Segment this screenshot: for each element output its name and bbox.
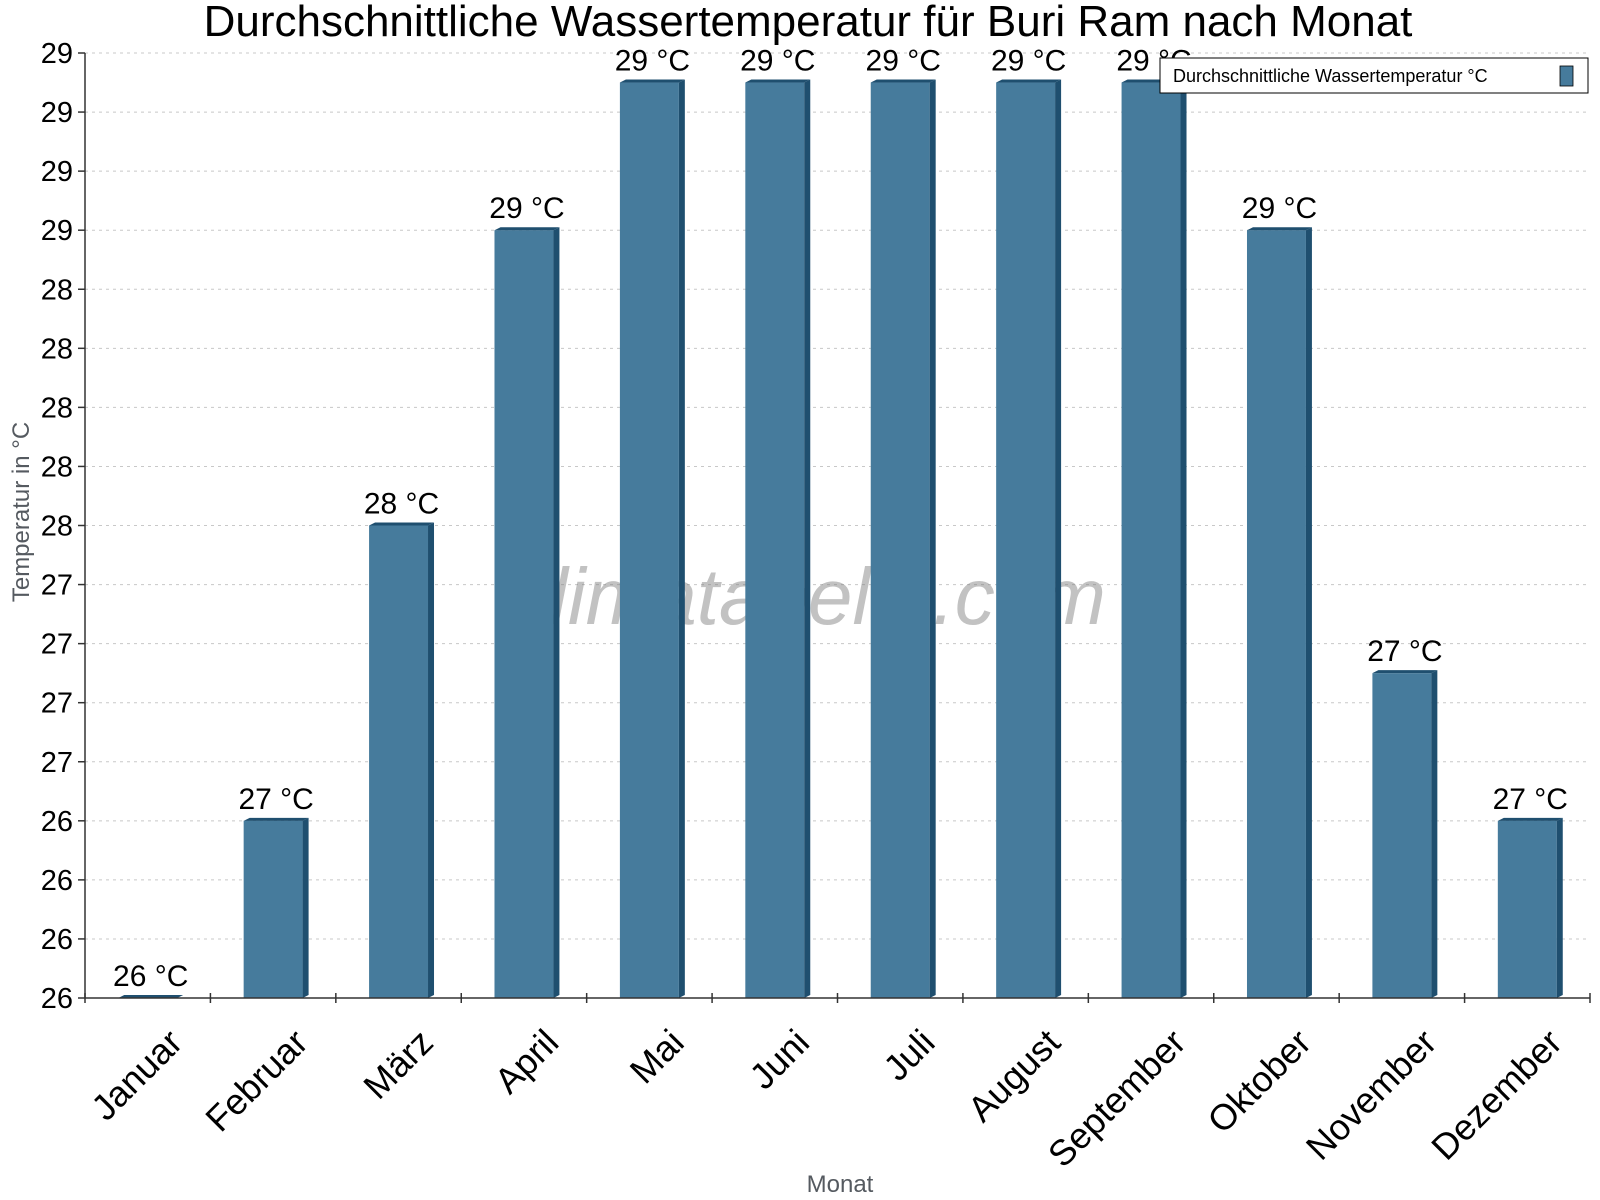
bar-side [1305, 227, 1312, 998]
legend-swatch [1559, 65, 1574, 87]
data-label: 29 °C [615, 45, 690, 78]
data-label: 28 °C [364, 488, 439, 521]
y-axis-label: Temperatur in °C [8, 422, 35, 602]
data-label: 29 °C [991, 45, 1066, 78]
y-tick-label: 28 [41, 274, 73, 306]
y-tick-label: 29 [41, 97, 73, 129]
x-tick-label: September [1040, 1021, 1194, 1175]
data-label: 29 °C [1242, 192, 1317, 225]
y-tick-label: 26 [41, 806, 73, 838]
bar-top [1497, 817, 1563, 821]
bar [996, 82, 1056, 998]
y-tick-label: 26 [41, 865, 73, 897]
y-tick-label: 27 [41, 570, 73, 602]
data-label: 27 °C [238, 783, 313, 816]
bar [243, 820, 303, 998]
data-label: 29 °C [866, 45, 941, 78]
data-label: 26 °C [113, 960, 188, 993]
bar [1121, 82, 1181, 998]
legend-entry-label: Durchschnittliche Wassertemperatur °C [1173, 66, 1488, 86]
bar-side [1431, 670, 1438, 998]
grid-lines [85, 52, 1590, 940]
x-tick-label: Juli [875, 1021, 942, 1088]
bar-side [302, 817, 309, 998]
legend-box [1159, 57, 1589, 94]
bar-top [243, 817, 309, 821]
bars [118, 79, 1563, 998]
bar-top [996, 79, 1062, 83]
x-tick-label: Januar [83, 1021, 190, 1128]
x-tick-label: Juni [741, 1021, 817, 1097]
bar-side [1180, 79, 1187, 998]
y-tick-labels: 26 26 26 26 27 27 27 27 28 28 28 28 28 29 29 29 29 [41, 38, 73, 1015]
bar [369, 525, 429, 998]
x-tick-label: Februar [197, 1021, 315, 1139]
x-tick-labels: Januar Februar März April Mai Juni Juli AugustS… [83, 1021, 1569, 1175]
y-tick-label: 29 [41, 156, 73, 188]
y-tick-label: 28 [41, 333, 73, 365]
data-label: 27 °C [1367, 635, 1442, 668]
chart-title: Durchschnittliche Wassertemperatur für B… [204, 0, 1413, 46]
x-tick-label: November [1298, 1021, 1444, 1167]
bar-side [553, 227, 560, 998]
x-tick-label: August [960, 1021, 1068, 1129]
bar-side [1556, 817, 1563, 998]
bar [1497, 820, 1557, 998]
bar-side [1055, 79, 1062, 998]
x-tick-label: Oktober [1199, 1021, 1319, 1141]
bar [619, 82, 679, 998]
bar-side [804, 79, 811, 998]
y-tick-label: 26 [41, 983, 73, 1015]
data-label: 29 °C [489, 192, 564, 225]
bar [745, 82, 805, 998]
bar-top [1372, 670, 1438, 674]
y-tick-label: 27 [41, 629, 73, 661]
axes [78, 52, 1591, 1003]
x-axis-label: Monat [807, 1171, 874, 1198]
y-tick-label: 28 [41, 451, 73, 483]
data-labels: 26 °C 27 °C 28 °C 29 °C 29 °C 29 °C 29 °C 29 °C… [113, 45, 1568, 993]
x-tick-label: Dezember [1423, 1021, 1569, 1167]
bar-side [929, 79, 936, 998]
bar-side [428, 522, 435, 998]
bar-top [870, 79, 936, 83]
legend: Durchschnittliche Wassertemperatur °C [1159, 57, 1589, 94]
bar-top [1246, 227, 1312, 231]
bar [1246, 230, 1306, 998]
x-tick-label: März [355, 1021, 441, 1107]
data-label: 27 °C [1493, 783, 1568, 816]
bar-top [619, 79, 685, 83]
bar-top [369, 522, 435, 526]
bar-side [678, 79, 685, 998]
bar [494, 230, 554, 998]
bar-top [745, 79, 811, 83]
x-tick-label: April [486, 1021, 566, 1101]
y-tick-label: 29 [41, 38, 73, 70]
y-tick-label: 29 [41, 215, 73, 247]
x-tick-label: Mai [622, 1021, 692, 1091]
bar [1372, 673, 1432, 998]
y-tick-label: 27 [41, 747, 73, 779]
bar [870, 82, 930, 998]
y-tick-label: 28 [41, 392, 73, 424]
bar-top [494, 227, 560, 231]
data-label: 29 °C [740, 45, 815, 78]
y-tick-label: 27 [41, 688, 73, 720]
y-tick-label: 26 [41, 924, 73, 956]
y-tick-label: 28 [41, 511, 73, 543]
